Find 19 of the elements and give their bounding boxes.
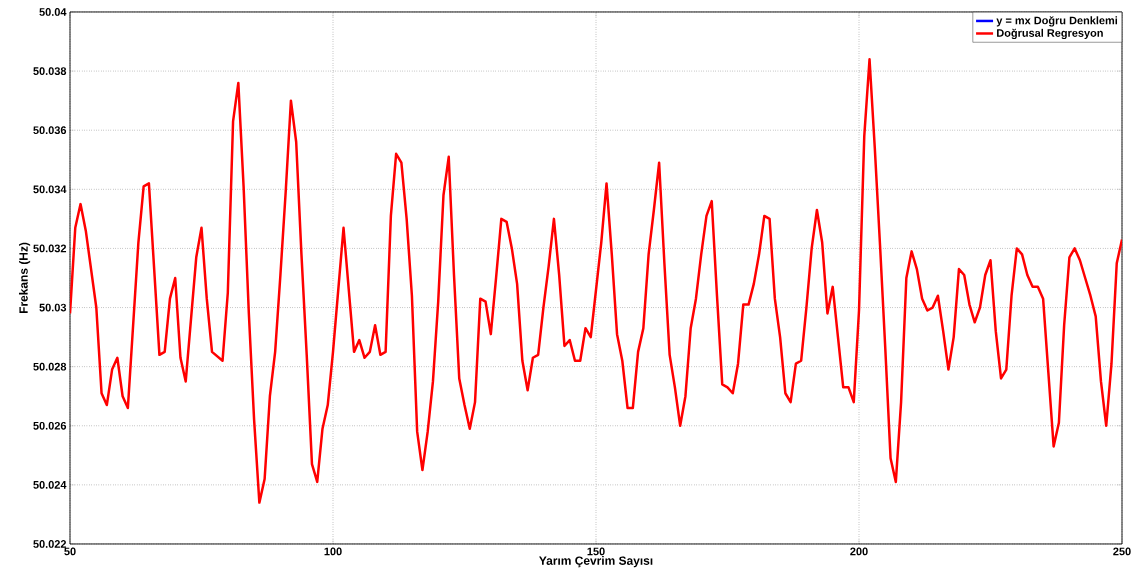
y-tick-label: 50.022 [33, 540, 67, 548]
y-tick-label: 50.04 [39, 8, 67, 16]
x-tick-label: 200 [850, 547, 868, 556]
y-tick-label: 50.038 [33, 67, 67, 75]
y-tick-label: 50.032 [33, 244, 67, 253]
y-tick-label: 50.024 [33, 481, 67, 489]
x-tick-label: 50 [64, 547, 76, 556]
legend-label: Doğrusal Regresyon [997, 28, 1103, 40]
y-tick-label: 50.036 [33, 126, 67, 135]
y-tick-label: 50.026 [33, 421, 67, 430]
x-tick-label: 250 [1113, 547, 1131, 556]
y-tick-label: 50.03 [39, 303, 67, 312]
legend-label: y = mx Doğru Denklemi [996, 16, 1118, 27]
y-axis-title: Frekans (Hz) [18, 242, 31, 314]
x-tick-label: 100 [324, 547, 342, 556]
x-axis-title: Yarım Çevrim Sayısı [539, 556, 653, 568]
y-tick-label: 50.028 [33, 362, 67, 371]
y-tick-label: 50.034 [33, 185, 67, 194]
x-tick-label: 150 [587, 547, 605, 556]
